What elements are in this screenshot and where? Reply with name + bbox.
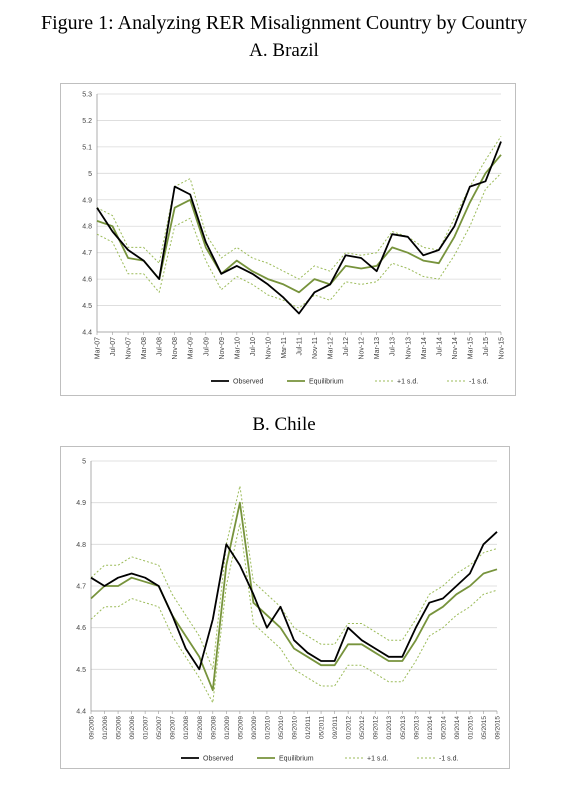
x-tick-label: Mar-11 xyxy=(281,337,288,359)
legend-label: Equilibrium xyxy=(279,756,314,763)
x-tick-label: Nov-14 xyxy=(452,337,459,360)
x-tick-label: Nov-07 xyxy=(126,337,133,360)
y-tick-label: 5.1 xyxy=(82,144,92,151)
y-tick-label: 5 xyxy=(82,459,86,466)
x-tick-label: 01/2007 xyxy=(143,716,150,740)
x-tick-label: 01/2011 xyxy=(305,716,312,739)
y-tick-label: 5.2 xyxy=(82,118,92,125)
x-tick-label: 01/2006 xyxy=(102,716,109,740)
panel-b-title: B. Chile xyxy=(252,414,316,435)
series-line-equilibrium xyxy=(90,501,498,692)
x-tick-label: Nov-08 xyxy=(172,337,179,360)
x-tick-label: Nov-15 xyxy=(499,337,506,360)
x-tick-label: Mar-13 xyxy=(374,337,381,359)
x-tick-label: 01/2009 xyxy=(224,716,231,740)
legend-label: +1 s.d. xyxy=(397,379,418,386)
y-tick-label: 4.8 xyxy=(76,542,86,549)
x-tick-label: 09/2013 xyxy=(413,716,420,740)
x-tick-label: 05/2010 xyxy=(278,716,285,740)
x-tick-label: 05/2015 xyxy=(481,716,488,740)
legend-label: Equilibrium xyxy=(309,379,344,386)
series-line-1-s-d xyxy=(90,523,498,704)
x-tick-label: Nov-11 xyxy=(312,337,319,359)
y-tick-label: 4.6 xyxy=(76,625,86,632)
x-tick-label: 05/2008 xyxy=(197,716,204,740)
panel-a-title: A. Brazil xyxy=(249,40,319,61)
brazil-chart: 4.4 4.5 4.6 4.7 4.8 4.9 5 5.1 5.2 5.3 Mar-07 Jul-07… xyxy=(60,83,516,396)
x-tick-label: 09/2012 xyxy=(373,716,380,740)
x-tick-label: Jul-14 xyxy=(436,337,443,356)
y-tick-label: 4.6 xyxy=(82,277,92,284)
x-tick-label: 09/2005 xyxy=(89,716,96,740)
series-line-observed xyxy=(90,531,498,671)
x-tick-label: Nov-12 xyxy=(359,337,366,360)
legend-label: -1 s.d. xyxy=(439,756,459,763)
chart-svg: 4.4 4.5 4.6 4.7 4.8 4.9 5 5.1 5.2 5.3 Mar-07 Jul-07… xyxy=(82,92,506,386)
figure-title: Figure 1: Analyzing RER Misalignment Cou… xyxy=(40,12,528,34)
x-tick-label: 01/2013 xyxy=(386,716,393,740)
y-tick-label: 4.7 xyxy=(82,250,92,257)
x-tick-label: Mar-09 xyxy=(188,337,195,359)
y-tick-label: 4.9 xyxy=(76,500,86,507)
x-tick-label: 09/2007 xyxy=(170,716,177,740)
series-line-equilibrium xyxy=(96,154,502,294)
x-tick-label: 01/2008 xyxy=(183,716,190,740)
series-line-observed xyxy=(96,141,502,315)
x-tick-label: Mar-14 xyxy=(421,337,428,359)
y-tick-label: 4.5 xyxy=(76,667,86,674)
y-tick-label: 5.3 xyxy=(82,92,92,99)
x-tick-label: 01/2015 xyxy=(467,716,474,740)
y-tick-label: 4.7 xyxy=(76,584,86,591)
x-tick-label: 05/2009 xyxy=(237,716,244,740)
x-tick-label: 09/2014 xyxy=(454,716,461,740)
x-tick-label: Jul-12 xyxy=(343,337,350,356)
x-tick-label: Mar-08 xyxy=(141,337,148,359)
y-tick-label: 4.9 xyxy=(82,197,92,204)
y-tick-label: 4.5 xyxy=(82,303,92,310)
y-tick-label: 4.4 xyxy=(76,709,86,716)
x-tick-label: Jul-10 xyxy=(250,337,257,356)
x-tick-label: Jul-09 xyxy=(203,337,210,356)
x-tick-label: Jul-07 xyxy=(110,337,117,356)
x-tick-label: Mar-15 xyxy=(467,337,474,359)
x-tick-label: 09/2015 xyxy=(495,716,502,740)
x-tick-label: 01/2010 xyxy=(264,716,271,740)
y-tick-label: 4.8 xyxy=(82,224,92,231)
series-line-1-s-d xyxy=(96,172,502,309)
chart-svg: 4.4 4.5 4.6 4.7 4.8 4.9 5 09/2005 01/2006 05/2006… xyxy=(76,459,502,763)
x-tick-label: Jul-13 xyxy=(390,337,397,356)
series-line-1-s-d xyxy=(96,136,502,280)
x-tick-label: Mar-10 xyxy=(234,337,241,359)
chile-chart: 4.4 4.5 4.6 4.7 4.8 4.9 5 09/2005 01/2006 05/2006… xyxy=(60,446,510,769)
x-tick-label: Jul-11 xyxy=(297,337,304,356)
x-tick-label: Nov-09 xyxy=(219,337,226,360)
legend-label: Observed xyxy=(233,379,263,386)
x-tick-label: Mar-12 xyxy=(328,337,335,359)
x-tick-label: 09/2008 xyxy=(210,716,217,740)
x-tick-label: 05/2013 xyxy=(400,716,407,740)
x-tick-label: Mar-07 xyxy=(95,337,102,359)
x-tick-label: 05/2014 xyxy=(440,716,447,740)
x-tick-label: 09/2006 xyxy=(129,716,136,740)
x-tick-label: 01/2014 xyxy=(427,716,434,740)
x-tick-label: Nov-10 xyxy=(265,337,272,360)
legend-label: Observed xyxy=(203,756,233,763)
legend-label: -1 s.d. xyxy=(469,379,489,386)
x-tick-label: Nov-13 xyxy=(405,337,412,360)
x-tick-label: Jul-15 xyxy=(483,337,490,356)
y-tick-label: 5 xyxy=(88,171,92,178)
series-line-1-s-d xyxy=(90,485,498,670)
x-tick-label: 09/2009 xyxy=(251,716,258,740)
x-tick-label: 05/2006 xyxy=(116,716,123,740)
x-tick-label: 05/2011 xyxy=(319,716,326,739)
x-tick-label: 09/2010 xyxy=(292,716,299,740)
x-tick-label: 09/2011 xyxy=(332,716,339,739)
y-tick-label: 4.4 xyxy=(82,330,92,337)
x-tick-label: 01/2012 xyxy=(346,716,353,740)
legend-label: +1 s.d. xyxy=(367,756,388,763)
x-tick-label: 05/2007 xyxy=(156,716,163,740)
x-tick-label: 05/2012 xyxy=(359,716,366,740)
x-tick-label: Jul-08 xyxy=(157,337,164,356)
